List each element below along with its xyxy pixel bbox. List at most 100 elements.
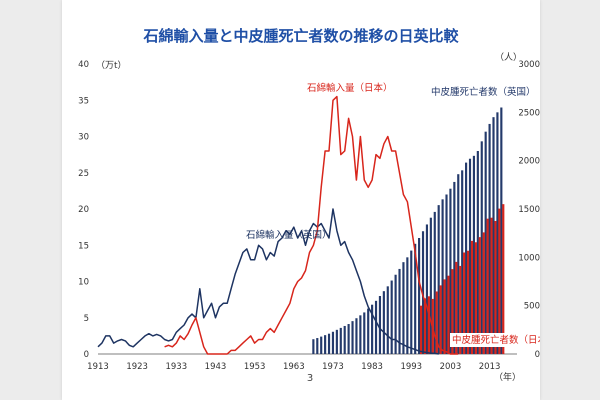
bar-layer (312, 107, 505, 355)
label-japan-deaths: 中皮腫死亡者数（日本） (452, 334, 540, 346)
bar-japan-deaths (451, 269, 454, 354)
bar-uk-deaths (390, 280, 393, 354)
line-japan-import (164, 95, 459, 355)
bar-japan-deaths (463, 252, 466, 354)
right-tick-label: 2500 (518, 108, 540, 118)
page-number: 3 (307, 373, 313, 384)
left-tick-label: 15 (78, 241, 89, 251)
left-tick-label: 0 (84, 350, 89, 360)
bar-japan-deaths (455, 261, 458, 354)
right-tick-label: 2000 (518, 157, 540, 167)
bar-uk-deaths (461, 170, 464, 354)
bar-uk-deaths (433, 211, 436, 354)
x-tick-label: 1923 (126, 362, 148, 372)
bar-japan-deaths (498, 208, 501, 354)
bar-uk-deaths (327, 333, 331, 354)
x-tick-label: 1933 (165, 362, 187, 372)
bar-uk-deaths (394, 274, 397, 354)
x-tick-label: 2013 (479, 362, 501, 372)
series-labels: 石綿輸入量（英国） 石綿輸入量（日本） 中皮腫死亡者数（英国） 中皮腫死亡者数（… (246, 82, 540, 347)
left-tick-label: 30 (78, 133, 89, 143)
bar-japan-deaths (439, 285, 442, 354)
bar-uk-deaths (371, 304, 374, 354)
left-tick-label: 20 (78, 205, 89, 215)
bar-japan-deaths (443, 279, 446, 354)
bar-japan-deaths (502, 204, 505, 354)
x-tick-label: 1943 (205, 362, 227, 372)
x-tick-label: 2003 (440, 362, 462, 372)
bar-uk-deaths (480, 141, 483, 354)
x-tick-label: 1993 (400, 362, 422, 372)
axes: （万t） （人） （年） 0 5 10 15 20 25 30 35 40 0 500 1000 150… (78, 52, 540, 383)
bar-japan-deaths (459, 265, 462, 354)
x-tick-label: 1963 (283, 362, 305, 372)
bar-japan-deaths (494, 220, 497, 354)
bar-japan-deaths (447, 275, 450, 354)
bar-japan-deaths (419, 305, 423, 354)
bar-uk-deaths (374, 300, 378, 354)
bar-uk-deaths (367, 308, 370, 354)
bar-uk-deaths (476, 151, 479, 354)
bar-uk-deaths (410, 250, 413, 354)
x-tick-label: 1953 (244, 362, 266, 372)
label-background (450, 333, 540, 347)
right-axis-unit: （人） (495, 52, 522, 63)
bar-uk-deaths (414, 243, 417, 354)
right-tick-label: 3000 (518, 60, 540, 70)
chart: 石綿輸入量と中皮腫死亡者数の推移の日英比較 （万t） （人） （年） 0 5 10 1… (78, 27, 540, 384)
bar-uk-deaths (418, 238, 421, 354)
line-layer (97, 95, 459, 355)
bar-uk-deaths (453, 181, 456, 354)
bar-uk-deaths (402, 262, 405, 354)
x-tick-label: 1983 (361, 362, 383, 372)
bar-uk-deaths (398, 268, 401, 354)
right-tick-label: 1000 (518, 253, 540, 263)
bar-uk-deaths (324, 335, 327, 354)
bar-uk-deaths (382, 291, 385, 354)
bar-uk-deaths (472, 155, 476, 354)
x-tick-label: 1913 (87, 362, 109, 372)
bar-japan-deaths (482, 232, 485, 354)
right-tick-label: 0 (535, 350, 540, 360)
chart-title: 石綿輸入量と中皮腫死亡者数の推移の日英比較 (142, 27, 459, 45)
bar-japan-deaths (423, 298, 427, 354)
bar-uk-deaths (441, 199, 444, 354)
bar-uk-deaths (331, 331, 335, 354)
bar-uk-deaths (449, 188, 452, 354)
bar-uk-deaths (359, 315, 362, 354)
bar-japan-deaths (490, 217, 493, 354)
bar-uk-deaths (339, 327, 342, 354)
bar-uk-deaths (351, 321, 354, 354)
left-tick-label: 10 (78, 278, 89, 288)
bar-uk-deaths (425, 224, 429, 354)
bar-uk-deaths (465, 162, 468, 354)
slide: 石綿輸入量と中皮腫死亡者数の推移の日英比較 （万t） （人） （年） 0 5 10 1… (62, 0, 540, 400)
label-uk-deaths: 中皮腫死亡者数（英国） (431, 86, 536, 98)
x-axis-unit: （年） (494, 371, 521, 383)
left-tick-label: 35 (78, 96, 89, 106)
bar-uk-deaths (488, 123, 491, 354)
bar-japan-deaths (435, 291, 438, 354)
bar-uk-deaths (429, 217, 432, 354)
bar-japan-deaths (470, 240, 474, 354)
bar-uk-deaths (492, 117, 495, 355)
x-tick-label: 1973 (322, 362, 344, 372)
bar-uk-deaths (347, 324, 350, 354)
left-axis-unit: （万t） (96, 60, 127, 71)
bar-uk-deaths (500, 107, 503, 354)
bar-japan-deaths (466, 250, 470, 354)
left-tick-label: 40 (78, 60, 89, 70)
line-uk-import (97, 208, 439, 355)
bar-japan-deaths (478, 237, 481, 354)
bar-uk-deaths (363, 312, 366, 354)
bar-uk-deaths (496, 112, 499, 354)
label-japan-import: 石綿輸入量（日本） (307, 82, 393, 94)
bar-uk-deaths (320, 336, 323, 354)
bar-uk-deaths (421, 231, 425, 354)
bar-uk-deaths (355, 318, 358, 354)
bar-uk-deaths (386, 286, 389, 354)
right-tick-label: 1500 (518, 205, 540, 215)
bar-uk-deaths (406, 257, 409, 354)
bar-uk-deaths (343, 325, 346, 354)
bar-japan-deaths (474, 242, 477, 354)
